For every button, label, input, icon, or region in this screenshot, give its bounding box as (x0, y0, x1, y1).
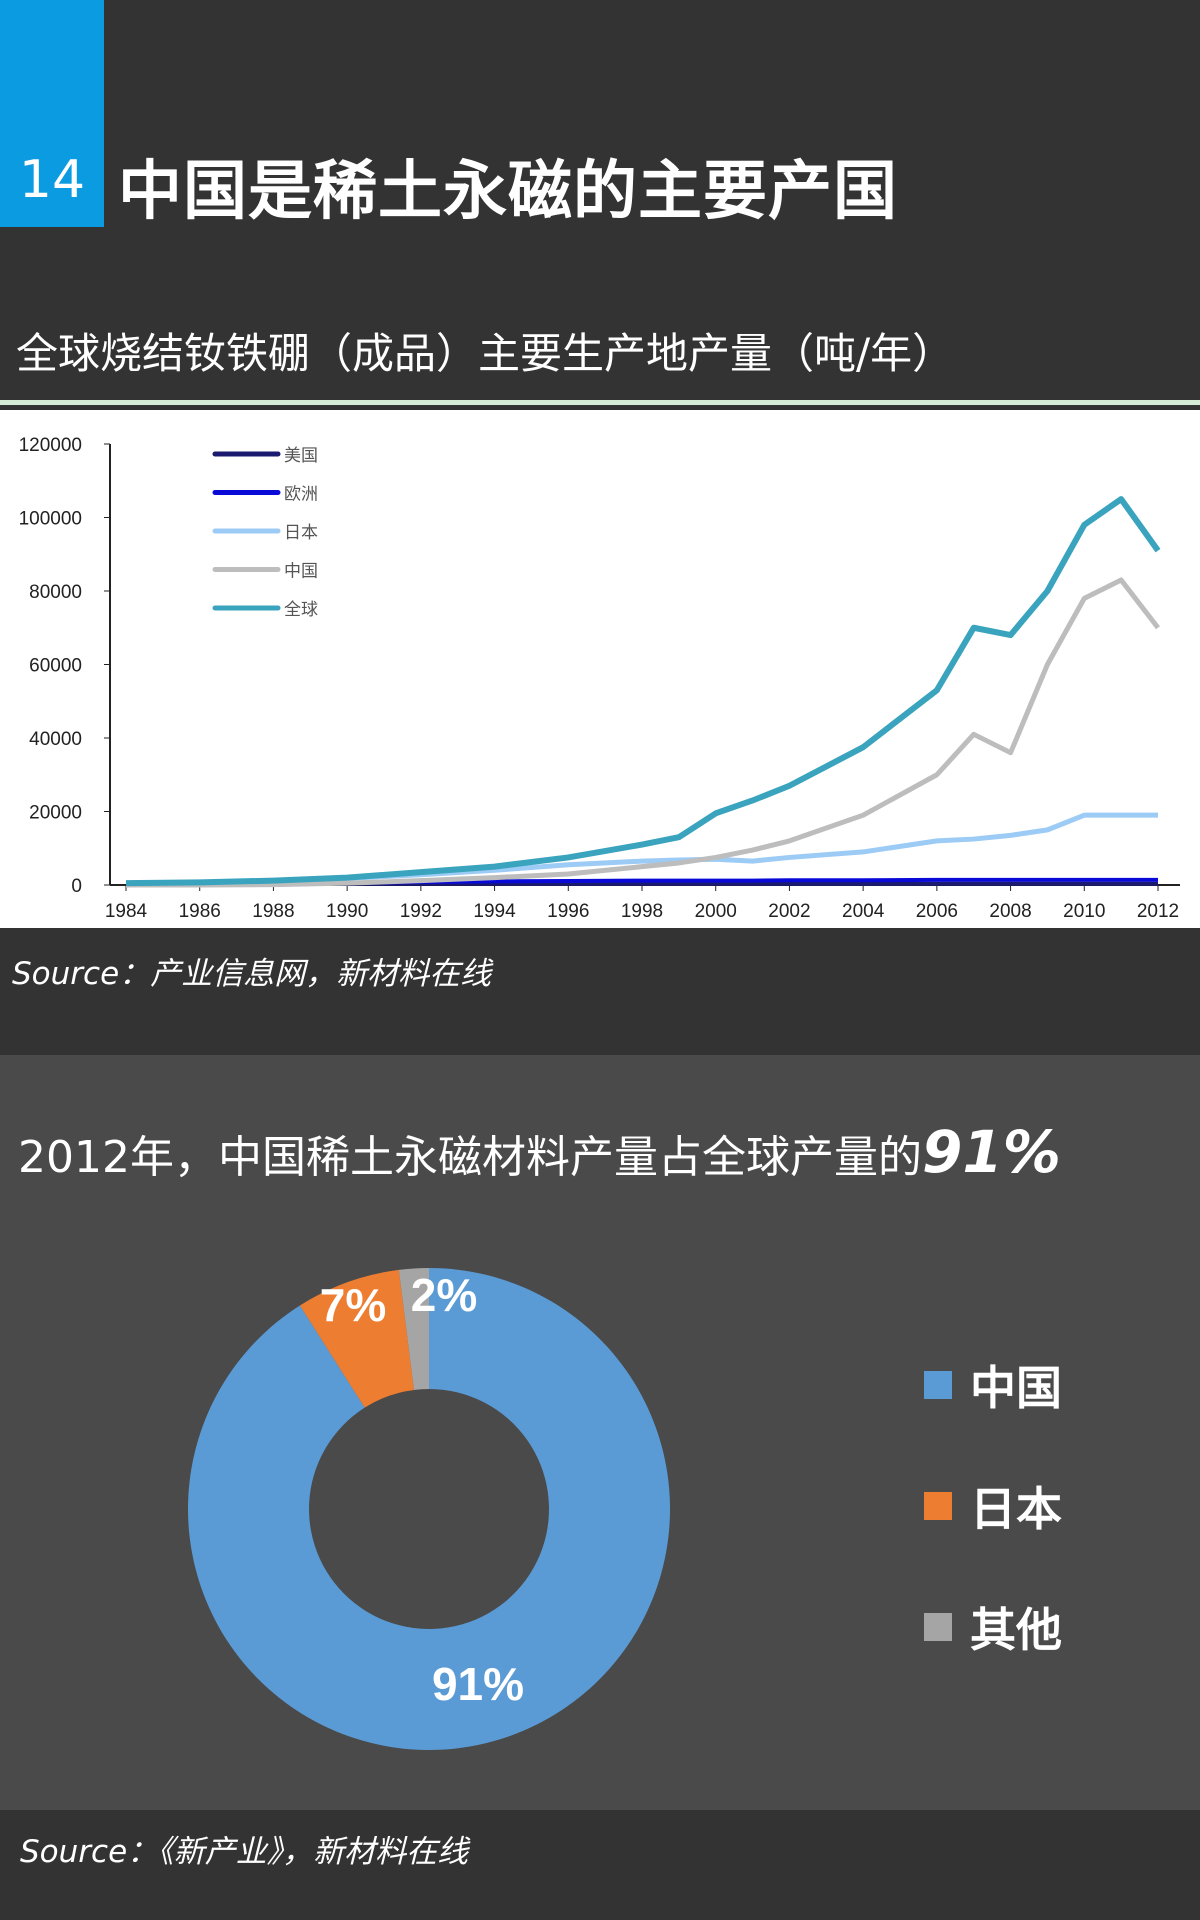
slice-label: 91% (432, 1658, 524, 1710)
page-title: 中国是稀土永磁的主要产国 (118, 155, 898, 229)
series-line-2 (125, 812, 1158, 886)
legend-item: 中国 (924, 1352, 1062, 1418)
source-note-1: Source：产业信息网，新材料在线 (12, 956, 492, 992)
legend-label: 日本 (970, 1482, 1062, 1536)
x-tick-label: 2008 (989, 901, 1031, 922)
x-tick-label: 2004 (842, 901, 885, 922)
divider (0, 400, 1200, 405)
section-number-box (0, 0, 104, 227)
line-chart-panel: 0 20000 40000 60000 80000 100000 120000 1984 198… (0, 410, 1200, 928)
slice-label: 2% (411, 1269, 477, 1321)
donut-slice-中国 (187, 1268, 670, 1750)
x-tick-label: 1988 (252, 901, 294, 922)
x-tick-label: 1994 (473, 901, 516, 922)
legend-label: 美国 (284, 446, 318, 465)
legend-item: 其他 (924, 1594, 1062, 1660)
x-tick-label: 1996 (547, 901, 589, 922)
series-line-4 (125, 496, 1161, 887)
x-tick-label: 2012 (1137, 901, 1179, 922)
legend-swatch (924, 1613, 952, 1641)
legend-label: 其他 (970, 1603, 1062, 1657)
x-tick-label: 1990 (326, 901, 368, 922)
legend-swatch (924, 1492, 952, 1520)
chart-title: 全球烧结钕铁硼（成品）主要生产地产量（吨/年） (16, 329, 955, 378)
donut-chart: 91% 7% 2% (187, 1268, 670, 1750)
donut-slice-其他 (398, 1268, 429, 1390)
x-tick-label: 2002 (768, 901, 810, 922)
y-tick-label: 120000 (19, 435, 82, 456)
x-tick-label: 2006 (916, 901, 958, 922)
y-tick-label: 80000 (29, 582, 82, 603)
y-tick-label: 0 (71, 876, 82, 897)
legend-label: 全球 (284, 600, 318, 619)
pie-heading-text: 2012年，中国稀土永磁材料产量占全球产量的 (18, 1132, 922, 1183)
legend-swatch (924, 1371, 952, 1399)
legend-label: 日本 (284, 523, 318, 542)
legend-item: 日本 (924, 1473, 1062, 1539)
pie-heading: 2012年，中国稀土永磁材料产量占全球产量的91% (18, 1118, 1061, 1186)
legend-label: 中国 (970, 1361, 1062, 1415)
slice-label: 7% (320, 1279, 386, 1331)
x-tick-label: 2010 (1063, 901, 1105, 922)
x-tick-label: 1986 (179, 901, 221, 922)
y-tick-label: 40000 (29, 729, 82, 750)
section-number: 14 (18, 150, 86, 210)
y-tick-label: 20000 (29, 803, 82, 824)
legend-label: 欧洲 (284, 485, 318, 504)
x-tick-label: 2000 (695, 901, 737, 922)
x-tick-label: 1984 (105, 901, 148, 922)
y-tick-label: 100000 (19, 509, 82, 530)
series-line-3 (126, 577, 1160, 888)
donut-slice-日本 (299, 1269, 414, 1408)
y-tick-label: 60000 (29, 656, 82, 677)
source-note-2: Source：《新产业》，新材料在线 (20, 1834, 469, 1870)
legend-label: 中国 (284, 562, 318, 581)
x-tick-label: 1998 (621, 901, 663, 922)
pie-heading-highlight: 91% (921, 1118, 1061, 1186)
x-tick-label: 1992 (400, 901, 442, 922)
line-chart: 0 20000 40000 60000 80000 100000 120000 1984 198… (19, 435, 1180, 922)
